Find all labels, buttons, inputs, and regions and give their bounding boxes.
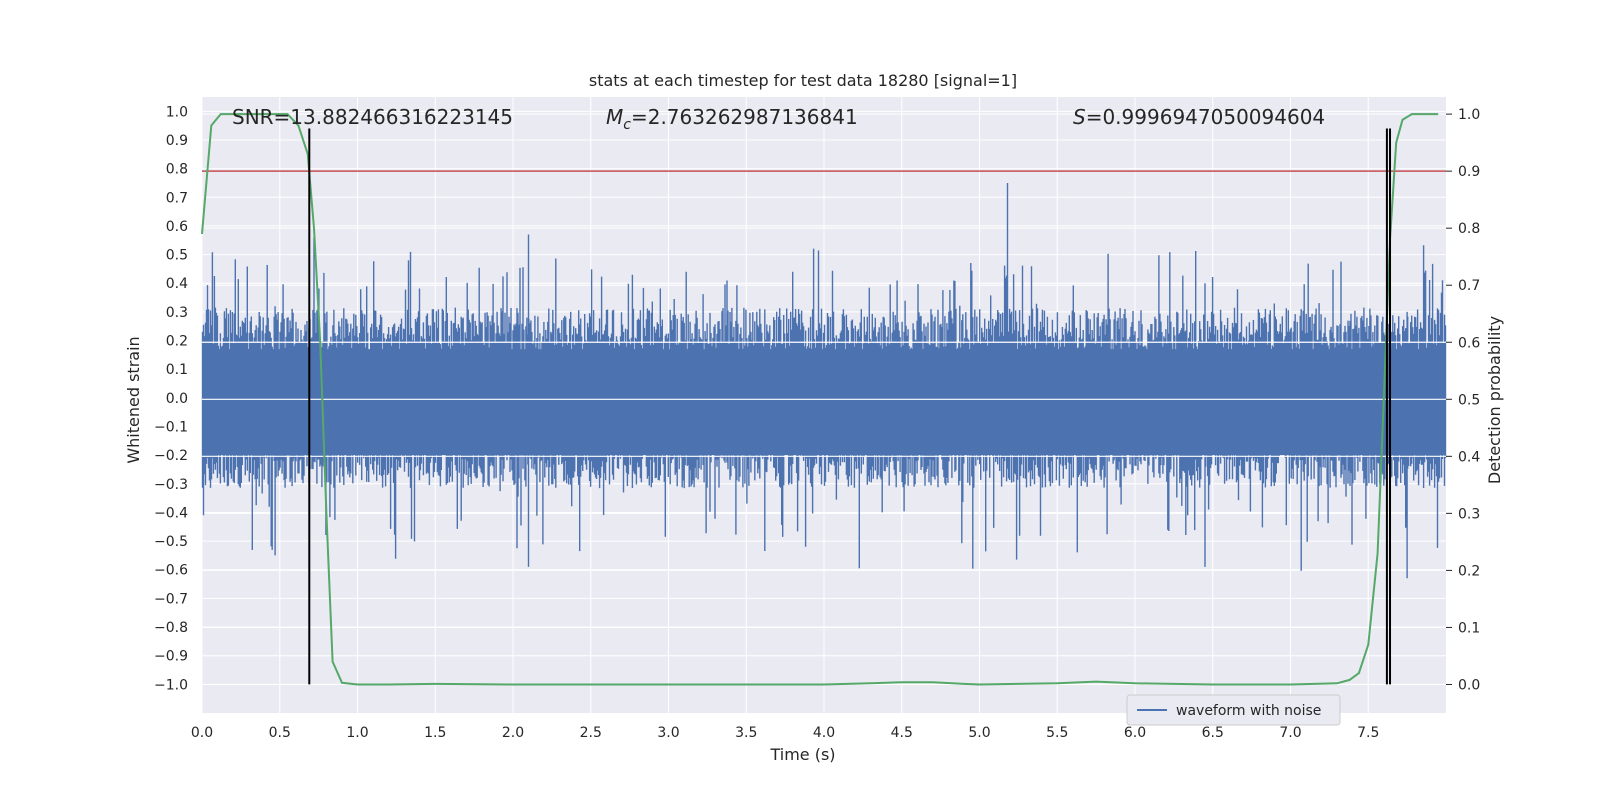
x-tick-label: 5.5: [1046, 725, 1068, 741]
y-tick-label: −0.7: [154, 591, 188, 607]
y-tick-label: −1.0: [154, 677, 188, 693]
y-right-tick-label: 0.0: [1458, 677, 1480, 693]
y-right-tick-label: 0.6: [1458, 335, 1480, 351]
y-tick-label: 0.8: [166, 162, 188, 178]
x-tick-label: 2.0: [502, 725, 524, 741]
y-tick-label: −0.8: [154, 620, 188, 636]
x-tick-label: 4.0: [813, 725, 835, 741]
y-tick-label: −0.3: [154, 477, 188, 493]
y-tick-label: 0.1: [166, 362, 188, 378]
y-tick-label: −0.2: [154, 448, 188, 464]
x-tick-label: 1.5: [424, 725, 446, 741]
x-tick-label: 4.5: [891, 725, 913, 741]
x-tick-label: 0.0: [191, 725, 213, 741]
score-annotation: S=0.9996947050094604: [1073, 105, 1325, 129]
y-axis-label: Whitened strain: [124, 336, 143, 463]
y-tick-label: −0.1: [154, 419, 188, 435]
x-axis-ticks: 0.0 0.5 1.0 1.5 2.0 2.5 3.0 3.5 4.0 4.5 5.0 5.5 6.0 6…: [191, 725, 1380, 741]
x-tick-label: 7.0: [1279, 725, 1301, 741]
y-tick-label: −0.4: [154, 505, 188, 521]
y-tick-label: 0.6: [166, 219, 188, 235]
y-tick-label: −0.6: [154, 563, 188, 579]
chirp-mass-subscript: c: [623, 117, 631, 133]
y-right-tick-label: 0.3: [1458, 506, 1480, 522]
y-right-tick-label: 0.8: [1458, 221, 1480, 237]
x-tick-label: 1.0: [346, 725, 368, 741]
y-right-axis-ticks: 1.0 0.9 0.8 0.7 0.6 0.5 0.4 0.3 0.2 0.1 0.0: [1446, 107, 1480, 693]
x-tick-label: 3.5: [735, 725, 757, 741]
x-tick-label: 3.0: [657, 725, 679, 741]
y-right-tick-label: 0.9: [1458, 164, 1480, 180]
x-tick-label: 2.5: [580, 725, 602, 741]
detection-markers: [308, 128, 1392, 685]
y-tick-label: 0.5: [166, 248, 188, 264]
y-right-tick-label: 0.5: [1458, 392, 1480, 408]
y-tick-label: 0.2: [166, 334, 188, 350]
legend-label: waveform with noise: [1176, 703, 1321, 719]
score-value: =0.9996947050094604: [1086, 105, 1325, 129]
chirp-mass-symbol: M: [606, 105, 623, 129]
y-tick-label: 0.7: [166, 190, 188, 206]
y-tick-label: 0.0: [166, 391, 188, 407]
y-tick-label: 0.3: [166, 305, 188, 321]
y-tick-label: 0.4: [166, 276, 188, 292]
score-symbol: S: [1073, 105, 1086, 129]
x-tick-label: 6.0: [1124, 725, 1146, 741]
chirp-mass-annotation: Mc=2.763262987136841: [606, 105, 858, 133]
chirp-mass-value: =2.763262987136841: [631, 105, 858, 129]
x-tick-label: 7.5: [1357, 725, 1379, 741]
y-tick-label: 1.0: [166, 104, 188, 120]
probability-line: [201, 113, 1439, 686]
legend-box: [1126, 694, 1341, 726]
x-tick-label: 6.5: [1202, 725, 1224, 741]
x-tick-label: 0.5: [269, 725, 291, 741]
y-axis-ticks: 1.0 0.9 0.8 0.7 0.6 0.5 0.4 0.3 0.2 0.1 0.0 −0.1 −0.…: [154, 104, 188, 693]
x-tick-label: 5.0: [968, 725, 990, 741]
y-right-tick-label: 1.0: [1458, 107, 1480, 123]
y-right-tick-label: 0.2: [1458, 563, 1480, 579]
y-tick-label: −0.5: [154, 534, 188, 550]
y-tick-label: −0.9: [154, 649, 188, 665]
probability-series: [201, 113, 1439, 686]
waveform-core-band: [202, 349, 1446, 456]
snr-annotation: SNR=13.882466316223145: [232, 105, 513, 129]
y-right-tick-label: 0.4: [1458, 449, 1480, 465]
x-axis-label: Time (s): [769, 745, 835, 764]
y-tick-label: 0.9: [166, 133, 188, 149]
chart-title: stats at each timestep for test data 182…: [589, 71, 1017, 90]
y-right-tick-label: 0.7: [1458, 278, 1480, 294]
waveform-series: [201, 183, 1447, 579]
y-right-axis-label: Detection probability: [1485, 316, 1504, 484]
y-right-tick-label: 0.1: [1458, 620, 1480, 636]
legend: waveform with noise: [1126, 694, 1341, 726]
